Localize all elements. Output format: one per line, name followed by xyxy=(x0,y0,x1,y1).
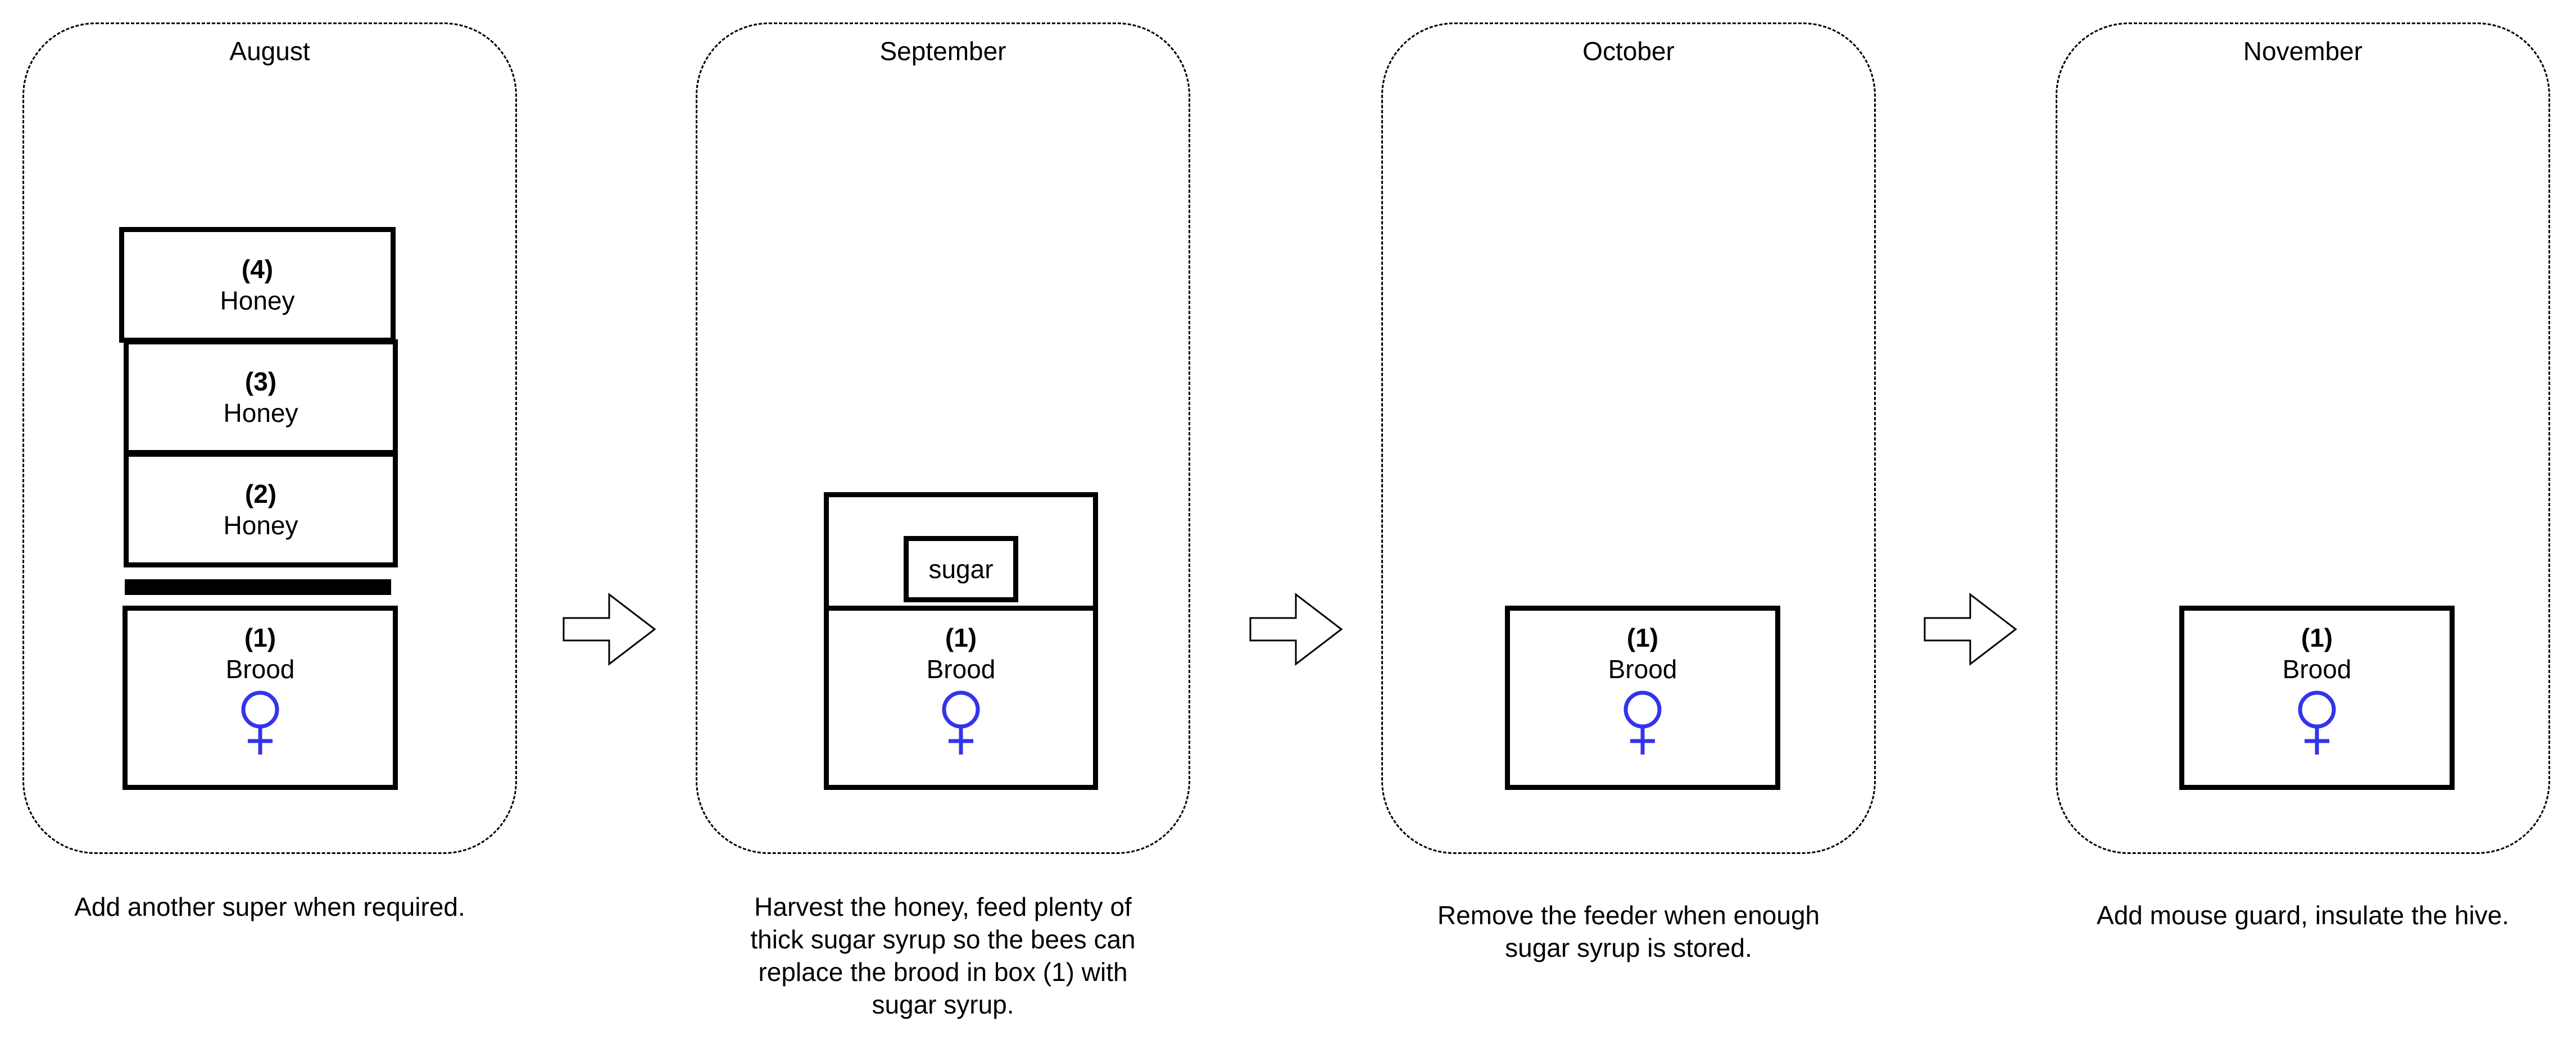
hive-box-brood-1: (1) Brood xyxy=(1505,606,1780,790)
stage-caption: Add another super when required. xyxy=(74,892,465,921)
box-type: Brood xyxy=(926,655,996,684)
box-number: (3) xyxy=(244,367,277,396)
stage-caption: Harvest the honey, feed plenty of thick … xyxy=(750,892,1136,1019)
female-symbol-icon xyxy=(2298,690,2336,755)
right-arrow-icon xyxy=(563,593,656,666)
right-arrow-icon xyxy=(1249,593,1343,666)
box-number: (1) xyxy=(945,623,977,652)
hive-box-honey-4: (4) Honey xyxy=(119,227,396,343)
stage-panel-september: September xyxy=(696,22,1190,854)
box-number: (1) xyxy=(244,623,276,652)
stage-caption: Add mouse guard, insulate the hive. xyxy=(2097,901,2509,930)
box-type: Brood xyxy=(1608,655,1677,684)
right-arrow-icon xyxy=(1924,593,2017,666)
stage-title: October xyxy=(1582,37,1675,66)
hive-box-brood-1: (1) Brood xyxy=(2179,606,2455,790)
box-type: Brood xyxy=(2282,655,2352,684)
stage-title: November xyxy=(2243,37,2363,66)
stage-panel-october: October xyxy=(1381,22,1876,854)
female-symbol-icon xyxy=(1623,690,1662,755)
box-type: Honey xyxy=(220,286,295,315)
stage-panel-november: November xyxy=(2056,22,2550,854)
hive-box-brood-1: (1) Brood xyxy=(824,606,1098,790)
hive-box-honey-2: (2) Honey xyxy=(124,452,398,567)
box-number: (4) xyxy=(241,255,274,284)
female-symbol-icon xyxy=(942,690,980,755)
box-number: (1) xyxy=(1626,623,1659,652)
box-type: Honey xyxy=(223,398,298,428)
stage-caption: Remove the feeder when enough sugar syru… xyxy=(1437,901,1820,962)
stage-panel-august: August xyxy=(22,22,517,854)
box-number: (2) xyxy=(244,479,277,508)
female-symbol-icon xyxy=(241,690,279,755)
box-type: Brood xyxy=(225,655,295,684)
hive-box-honey-3: (3) Honey xyxy=(124,339,398,455)
stage-title: August xyxy=(229,37,310,66)
stage-title: September xyxy=(879,37,1006,66)
box-type: Honey xyxy=(223,511,298,540)
box-number: (1) xyxy=(2301,623,2333,652)
hive-box-brood-1: (1) Brood xyxy=(123,606,398,790)
queen-excluder xyxy=(125,579,391,595)
sugar-feeder: sugar xyxy=(904,536,1018,602)
